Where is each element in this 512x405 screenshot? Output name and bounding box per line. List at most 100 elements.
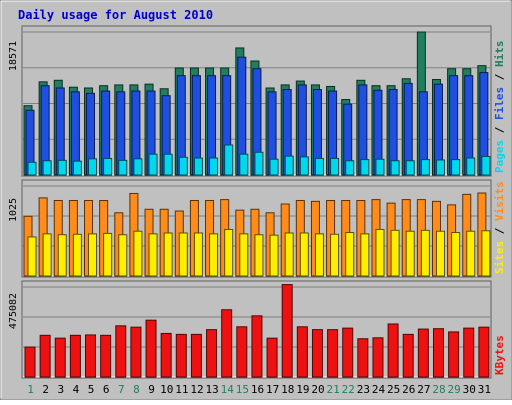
x-tick-label: 11: [175, 383, 188, 396]
bar-hits-pages-12: [193, 157, 203, 176]
bar-hits-pages-9: [148, 153, 158, 176]
bar-hits-pages-13: [209, 157, 219, 176]
x-tick-label: 13: [205, 383, 218, 396]
x-tick-label: 10: [160, 383, 173, 396]
bar-hits-pages-22: [345, 160, 355, 176]
series-pages: [27, 144, 491, 176]
bar-kbytes-kbytes-6: [100, 334, 112, 378]
bar-hits-pages-3: [57, 159, 67, 176]
bar-visits-sites-7: [118, 234, 128, 277]
max-value-label-kbytes: 475082: [8, 293, 19, 329]
bar-kbytes-kbytes-10: [160, 332, 172, 378]
bar-kbytes-kbytes-20: [311, 329, 323, 378]
bar-visits-sites-29: [451, 232, 461, 277]
bar-visits-sites-28: [435, 230, 445, 277]
x-tick-label: 14: [221, 383, 235, 396]
bar-hits-pages-10: [163, 153, 173, 176]
legend-item-kbytes: KBytes: [493, 335, 506, 375]
bar-kbytes-kbytes-11: [175, 333, 187, 378]
bar-hits-pages-7: [118, 159, 128, 176]
series-sites: [27, 228, 491, 277]
x-tick-label: 21: [327, 383, 340, 396]
legend-separator: /: [493, 67, 506, 87]
bar-visits-sites-6: [103, 232, 113, 277]
x-tick-label: 23: [357, 383, 370, 396]
legend-separator: /: [493, 221, 506, 241]
x-axis-day-labels: 1 2 3 4 5 6 7 8 9 10 11 12 13 14 15 16 17 18 19 20 21 22 23 24 2…: [27, 383, 491, 396]
legend-item-files: Files: [493, 87, 506, 120]
legend-item-hits: Hits: [493, 41, 506, 68]
bar-kbytes-kbytes-1: [24, 346, 36, 378]
x-tick-label: 29: [448, 383, 461, 396]
bar-kbytes-kbytes-4: [69, 334, 81, 378]
bar-hits-pages-16: [254, 151, 264, 176]
bar-visits-sites-14: [224, 228, 234, 277]
bar-kbytes-kbytes-21: [327, 329, 339, 378]
x-tick-label: 31: [478, 383, 491, 396]
bar-hits-pages-15: [239, 153, 249, 176]
series-kbytes: [24, 284, 490, 378]
bar-hits-pages-25: [390, 160, 400, 176]
chart-title: Daily usage for August 2010: [18, 8, 213, 22]
bar-visits-sites-18: [284, 232, 294, 277]
bar-hits-pages-18: [284, 155, 294, 176]
bar-visits-sites-22: [345, 232, 355, 277]
bar-hits-pages-2: [42, 160, 52, 176]
bar-visits-sites-26: [405, 230, 415, 277]
x-tick-label: 20: [311, 383, 324, 396]
bar-kbytes-kbytes-9: [145, 319, 157, 378]
bar-kbytes-kbytes-23: [357, 338, 369, 378]
bar-visits-sites-13: [209, 233, 219, 277]
x-tick-label: 17: [266, 383, 279, 396]
x-tick-label: 18: [281, 383, 294, 396]
x-tick-label: 15: [236, 383, 249, 396]
max-value-label-hits: 18571: [8, 41, 19, 71]
bar-visits-sites-8: [133, 230, 143, 277]
legend-visits: Sites / Visits: [493, 181, 506, 274]
bar-visits-sites-15: [239, 233, 249, 277]
x-tick-label: 24: [372, 383, 386, 396]
bar-visits-sites-2: [42, 233, 52, 277]
bar-hits-pages-29: [451, 159, 461, 176]
panel-visits: 1025 Sites / Visits: [8, 179, 506, 278]
x-tick-label: 25: [387, 383, 400, 396]
bar-hits-pages-21: [330, 157, 340, 176]
legend-item-pages: Pages: [493, 140, 506, 173]
bar-kbytes-kbytes-28: [432, 328, 444, 378]
bar-kbytes-kbytes-14: [221, 309, 233, 378]
bar-visits-sites-4: [72, 233, 82, 277]
bar-visits-sites-1: [27, 236, 37, 277]
bar-hits-pages-20: [314, 157, 324, 176]
bar-visits-sites-9: [148, 233, 158, 277]
legend-item-sites: Sites: [493, 241, 506, 274]
x-tick-label: 6: [103, 383, 110, 396]
bar-kbytes-kbytes-18: [281, 284, 293, 378]
bar-kbytes-kbytes-13: [206, 329, 218, 378]
bar-visits-sites-24: [375, 228, 385, 277]
legend-kbytes: KBytes: [493, 335, 506, 375]
bar-visits-sites-27: [420, 229, 430, 277]
bar-kbytes-kbytes-5: [85, 334, 97, 378]
bar-hits-pages-5: [88, 158, 98, 176]
bar-kbytes-kbytes-25: [387, 323, 399, 378]
bar-kbytes-kbytes-27: [417, 328, 429, 378]
bar-hits-pages-4: [72, 160, 82, 176]
bar-kbytes-kbytes-2: [39, 334, 51, 378]
bar-visits-sites-25: [390, 229, 400, 277]
bar-kbytes-kbytes-30: [463, 327, 475, 378]
bar-hits-pages-8: [133, 158, 143, 176]
x-tick-label: 5: [88, 383, 95, 396]
bar-visits-sites-31: [481, 230, 491, 277]
legend-item-visits: Visits: [493, 181, 506, 221]
bar-visits-sites-21: [330, 233, 340, 277]
bar-kbytes-kbytes-19: [296, 326, 308, 378]
bar-kbytes-kbytes-16: [251, 315, 263, 378]
x-tick-label: 26: [402, 383, 415, 396]
bar-visits-sites-10: [163, 232, 173, 277]
panel-hits: 18571 Pages / Files / Hits: [8, 25, 506, 177]
bar-visits-sites-16: [254, 234, 264, 277]
bar-kbytes-kbytes-31: [478, 326, 490, 378]
x-tick-label: 22: [342, 383, 355, 396]
bar-visits-sites-17: [269, 234, 279, 277]
